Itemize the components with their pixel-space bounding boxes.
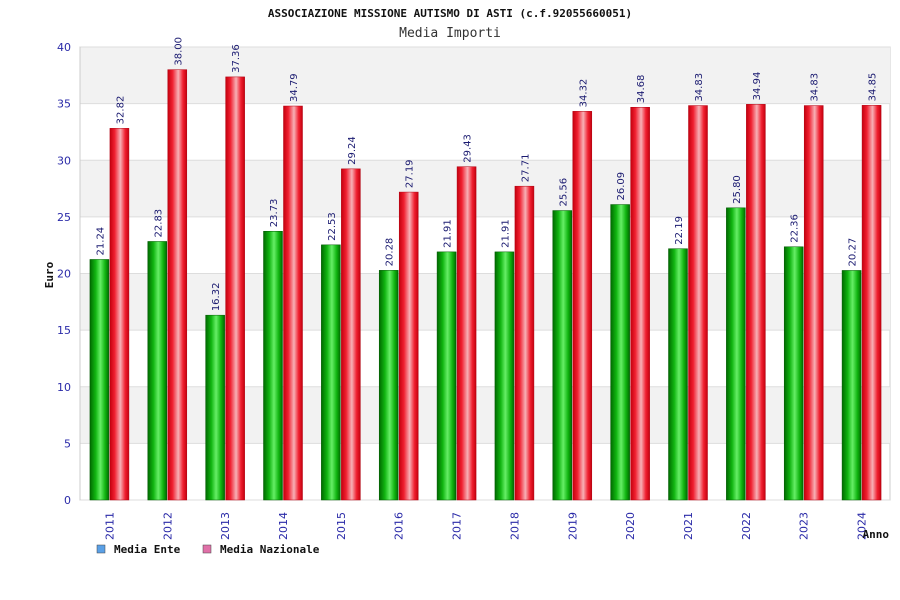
bar-media-nazionale-2016	[398, 191, 419, 501]
y-tick-label: 35	[57, 98, 71, 111]
x-tick-label-2024: 2024	[856, 512, 869, 540]
legend-label-media-nazionale: Media Nazionale	[220, 543, 320, 556]
x-tick-label-2014: 2014	[277, 512, 290, 540]
x-tick-label-2021: 2021	[682, 512, 695, 540]
bar-media-ente-2014	[263, 231, 283, 501]
value-label-media-nazionale-2019: 34.32	[578, 79, 589, 108]
y-tick-label: 15	[57, 324, 71, 337]
value-label-media-ente-2015: 22.53	[327, 212, 338, 241]
x-axis-label: Anno	[863, 528, 890, 541]
value-label-media-ente-2017: 21.91	[443, 219, 454, 248]
bar-media-nazionale-2013	[225, 76, 245, 501]
bar-media-ente-2016	[378, 270, 399, 501]
chart-subtitle: Media Importi	[399, 26, 501, 41]
y-tick-label: 25	[57, 211, 71, 224]
value-label-media-nazionale-2015: 29.24	[347, 136, 358, 165]
value-label-media-nazionale-2017: 29.43	[463, 134, 474, 163]
x-tick-label-2023: 2023	[798, 512, 811, 540]
grid-band	[80, 273, 890, 331]
bar-media-ente-2011	[89, 259, 110, 501]
value-label-media-ente-2014: 23.73	[269, 199, 280, 228]
value-label-media-ente-2019: 25.56	[558, 178, 569, 207]
legend-swatch-media-ente	[96, 544, 106, 554]
chart-title: ASSOCIAZIONE MISSIONE AUTISMO DI ASTI (c…	[268, 7, 632, 20]
x-tick-label-2020: 2020	[624, 512, 637, 540]
value-label-media-ente-2016: 20.28	[385, 238, 396, 267]
plot-background	[79, 46, 891, 501]
y-tick-label: 5	[64, 437, 71, 450]
value-label-media-nazionale-2016: 27.19	[405, 159, 416, 188]
bar-media-ente-2022	[726, 207, 746, 501]
value-label-media-ente-2012: 22.83	[153, 209, 164, 238]
value-label-media-nazionale-2023: 34.83	[810, 73, 821, 102]
bar-media-nazionale-2019	[572, 111, 593, 501]
value-label-media-ente-2023: 22.36	[790, 214, 801, 243]
x-tick-label-2022: 2022	[740, 512, 753, 540]
bar-media-ente-2017	[436, 251, 457, 501]
grid-band	[80, 47, 890, 104]
y-tick-label: 0	[64, 494, 71, 507]
grid-band	[80, 386, 890, 444]
y-tick-label: 30	[57, 154, 71, 167]
bar-media-nazionale-2018	[514, 185, 535, 501]
bar-media-nazionale-2017	[456, 166, 477, 501]
value-label-media-nazionale-2020: 34.68	[636, 75, 647, 104]
y-axis-ticks: 0 5 10 15 20 25 30 35 40	[57, 41, 71, 507]
value-label-media-ente-2022: 25.80	[732, 175, 743, 204]
legend-swatch-media-nazionale	[202, 544, 212, 554]
bar-media-ente-2024	[841, 270, 862, 501]
bar-media-ente-2023	[783, 246, 804, 501]
grid-band	[80, 160, 890, 217]
bar-media-nazionale-2022	[746, 104, 766, 501]
bar-media-ente-2012	[147, 241, 168, 501]
bar-media-ente-2019	[552, 210, 573, 501]
value-label-media-ente-2024: 20.27	[848, 238, 859, 267]
bars-group	[89, 69, 882, 501]
bar-media-nazionale-2011	[109, 128, 130, 501]
x-tick-label-2016: 2016	[393, 512, 406, 540]
value-labels: 21.24 32.82 22.83 38.00 16.32 37.36 23.73 34.79…	[95, 37, 878, 311]
value-label-media-nazionale-2014: 34.79	[289, 73, 300, 102]
value-label-media-nazionale-2022: 34.94	[752, 72, 763, 101]
bar-media-ente-2013	[205, 314, 225, 501]
bar-media-ente-2018	[494, 251, 515, 501]
y-tick-label: 40	[57, 41, 71, 54]
value-label-media-ente-2020: 26.09	[616, 172, 627, 201]
value-label-media-ente-2013: 16.32	[211, 283, 222, 312]
x-tick-label-2013: 2013	[219, 512, 232, 540]
y-axis-label: Euro	[43, 261, 56, 288]
value-label-media-nazionale-2024: 34.85	[868, 73, 879, 102]
x-tick-label-2018: 2018	[508, 512, 521, 540]
legend: Media Ente Media Nazionale	[96, 543, 320, 556]
bar-media-nazionale-2015	[341, 168, 361, 501]
bar-media-ente-2021	[668, 248, 688, 501]
value-label-media-nazionale-2021: 34.83	[694, 73, 705, 102]
value-label-media-nazionale-2011: 32.82	[115, 96, 126, 125]
value-label-media-ente-2011: 21.24	[95, 227, 106, 256]
bar-media-nazionale-2023	[803, 105, 824, 501]
value-label-media-nazionale-2018: 27.71	[520, 154, 531, 183]
value-label-media-ente-2021: 22.19	[674, 216, 685, 245]
x-tick-label-2015: 2015	[335, 512, 348, 540]
value-label-media-nazionale-2013: 37.36	[231, 44, 242, 73]
x-axis-ticks: 2011 2012 2013 2014 2015 2016 2017 2018 2019 2020…	[103, 512, 868, 540]
bar-media-ente-2015	[321, 244, 341, 501]
bar-media-nazionale-2012	[167, 69, 188, 501]
x-tick-label-2019: 2019	[566, 512, 579, 540]
bar-media-nazionale-2024	[861, 105, 882, 501]
y-tick-label: 10	[57, 381, 71, 394]
legend-label-media-ente: Media Ente	[114, 543, 181, 556]
value-label-media-nazionale-2012: 38.00	[173, 37, 184, 66]
y-tick-label: 20	[57, 268, 71, 281]
bar-media-nazionale-2020	[630, 106, 650, 501]
bar-media-nazionale-2014	[283, 105, 303, 501]
x-tick-label-2011: 2011	[103, 512, 116, 540]
x-tick-label-2017: 2017	[451, 512, 464, 540]
value-label-media-ente-2018: 21.91	[500, 219, 511, 248]
x-tick-label-2012: 2012	[161, 512, 174, 540]
bar-media-ente-2020	[610, 204, 630, 501]
bar-media-nazionale-2021	[688, 105, 708, 501]
